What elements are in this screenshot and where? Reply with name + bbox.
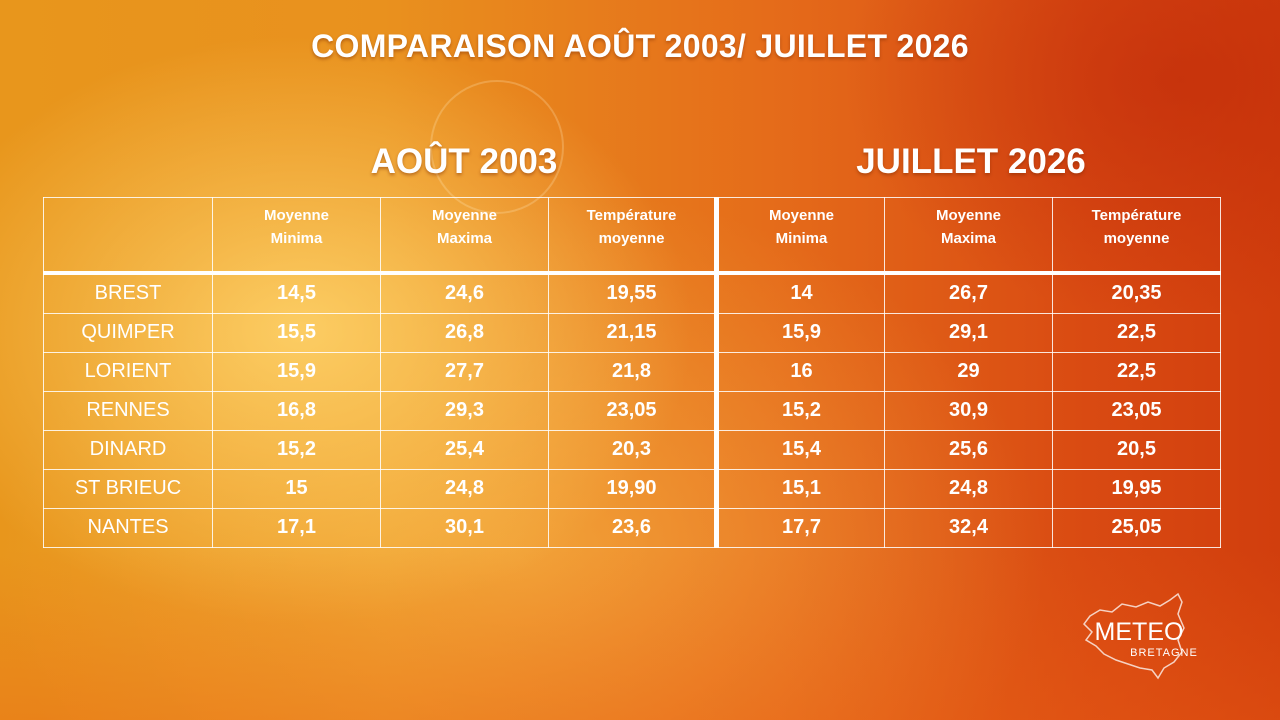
- value-max-2026: 26,7: [884, 272, 1053, 314]
- table-row: NANTES 17,1 30,1 23,6 17,7 32,4 25,05: [43, 507, 1221, 548]
- value-avg-2003: 20,3: [548, 429, 717, 470]
- city-name: RENNES: [43, 390, 213, 431]
- period-heading-july-2026: JUILLET 2026: [856, 142, 1086, 181]
- value-max-2026: 29: [884, 351, 1053, 392]
- value-min-2026: 15,4: [714, 429, 885, 470]
- value-max-2003: 24,6: [380, 272, 549, 314]
- header-avg-2026: Température moyenne: [1052, 197, 1221, 273]
- value-avg-2026: 20,5: [1052, 429, 1221, 470]
- city-name: BREST: [43, 272, 213, 314]
- page-title: COMPARAISON AOÛT 2003/ JUILLET 2026: [311, 28, 969, 64]
- header-max-2003: Moyenne Maxima: [380, 197, 549, 273]
- meteo-bretagne-logo: METEO BRETAGNE: [1083, 592, 1198, 680]
- value-avg-2003: 19,55: [548, 272, 717, 314]
- value-min-2003: 15: [212, 468, 381, 509]
- value-max-2026: 32,4: [884, 507, 1053, 548]
- value-avg-2003: 19,90: [548, 468, 717, 509]
- value-min-2003: 16,8: [212, 390, 381, 431]
- value-min-2003: 15,5: [212, 312, 381, 353]
- value-min-2026: 14: [714, 272, 885, 314]
- header-min-2003: Moyenne Minima: [212, 197, 381, 273]
- value-max-2026: 25,6: [884, 429, 1053, 470]
- city-name: ST BRIEUC: [43, 468, 213, 509]
- value-min-2026: 17,7: [714, 507, 885, 548]
- value-min-2003: 15,9: [212, 351, 381, 392]
- value-avg-2026: 20,35: [1052, 272, 1221, 314]
- background-haze: [0, 550, 1280, 720]
- value-avg-2026: 22,5: [1052, 351, 1221, 392]
- city-name: LORIENT: [43, 351, 213, 392]
- value-avg-2003: 21,15: [548, 312, 717, 353]
- value-min-2026: 15,1: [714, 468, 885, 509]
- table-row: LORIENT 15,9 27,7 21,8 16 29 22,5: [43, 351, 1221, 392]
- value-avg-2026: 19,95: [1052, 468, 1221, 509]
- city-name: DINARD: [43, 429, 213, 470]
- city-name: NANTES: [43, 507, 213, 548]
- table-row: DINARD 15,2 25,4 20,3 15,4 25,6 20,5: [43, 429, 1221, 470]
- value-max-2003: 24,8: [380, 468, 549, 509]
- comparison-table: Moyenne Minima Moyenne Maxima Température m…: [43, 197, 1221, 548]
- value-min-2026: 15,9: [714, 312, 885, 353]
- value-avg-2026: 23,05: [1052, 390, 1221, 431]
- value-avg-2026: 25,05: [1052, 507, 1221, 548]
- period-heading-august-2003: AOÛT 2003: [370, 142, 558, 181]
- value-min-2026: 16: [714, 351, 885, 392]
- logo-text-bretagne: BRETAGNE: [1130, 647, 1198, 659]
- header-avg-2003: Température moyenne: [548, 197, 717, 273]
- value-avg-2003: 21,8: [548, 351, 717, 392]
- table-row: ST BRIEUC 15 24,8 19,90 15,1 24,8 19,95: [43, 468, 1221, 509]
- value-min-2003: 17,1: [212, 507, 381, 548]
- value-max-2003: 30,1: [380, 507, 549, 548]
- table-header-row: Moyenne Minima Moyenne Maxima Température m…: [43, 197, 1221, 273]
- city-name: QUIMPER: [43, 312, 213, 353]
- value-avg-2003: 23,6: [548, 507, 717, 548]
- value-max-2026: 24,8: [884, 468, 1053, 509]
- value-min-2026: 15,2: [714, 390, 885, 431]
- value-max-2026: 29,1: [884, 312, 1053, 353]
- value-max-2003: 27,7: [380, 351, 549, 392]
- value-avg-2003: 23,05: [548, 390, 717, 431]
- brittany-map-outline: [1083, 592, 1185, 680]
- header-empty-cell: [43, 197, 213, 273]
- value-max-2003: 26,8: [380, 312, 549, 353]
- logo-text-meteo: METEO: [1095, 618, 1184, 646]
- table-row: QUIMPER 15,5 26,8 21,15 15,9 29,1 22,5: [43, 312, 1221, 353]
- value-min-2003: 15,2: [212, 429, 381, 470]
- value-max-2026: 30,9: [884, 390, 1053, 431]
- header-max-2026: Moyenne Maxima: [884, 197, 1053, 273]
- value-avg-2026: 22,5: [1052, 312, 1221, 353]
- table-row: RENNES 16,8 29,3 23,05 15,2 30,9 23,05: [43, 390, 1221, 431]
- table-row: BREST 14,5 24,6 19,55 14 26,7 20,35: [43, 272, 1221, 314]
- value-min-2003: 14,5: [212, 272, 381, 314]
- value-max-2003: 29,3: [380, 390, 549, 431]
- header-min-2026: Moyenne Minima: [714, 197, 885, 273]
- value-max-2003: 25,4: [380, 429, 549, 470]
